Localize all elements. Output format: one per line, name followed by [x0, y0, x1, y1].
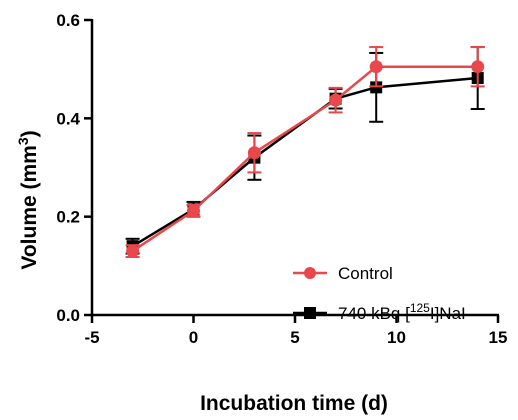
data-point [329, 93, 343, 107]
series-0 [125, 46, 485, 255]
series-layer [125, 46, 485, 258]
y-tick-label: 0.2 [56, 208, 80, 227]
series-1 [125, 46, 485, 258]
axes: 0.0 0.2 0.4 0.6 -5 0 5 10 15 [56, 11, 507, 347]
x-tick-label: -5 [84, 328, 99, 347]
x-tick-label: 15 [489, 328, 508, 347]
legend: Control 740 kBq [125I]NaI [293, 264, 466, 323]
y-axis-title-base: Volume (mm [18, 145, 41, 269]
legend-item-control: Control [293, 264, 393, 283]
y-axis-title-end: ) [18, 130, 41, 137]
x-tick-label: 0 [189, 328, 198, 347]
legend-label-treated: 740 kBq [125I]NaI [338, 301, 466, 323]
legend-marker-control [304, 267, 316, 279]
y-axis-title-sup: 3 [15, 137, 31, 145]
data-point [471, 60, 485, 74]
y-tick-label: 0.4 [56, 109, 80, 128]
data-point [369, 60, 383, 74]
y-axis-title: Volume (mm3) [15, 130, 41, 269]
legend-label-control: Control [338, 264, 393, 283]
x-tick-label: 5 [290, 328, 299, 347]
series-line [131, 76, 478, 248]
data-point [126, 244, 140, 258]
y-tick-label: 0.6 [56, 11, 80, 30]
y-tick-label: 0.0 [56, 306, 80, 325]
legend-item-treated: 740 kBq [125I]NaI [293, 301, 466, 323]
data-point [247, 146, 261, 160]
x-tick-label: 10 [387, 328, 406, 347]
series-line [131, 65, 478, 253]
legend-marker-treated [304, 307, 316, 319]
x-axis-title: Incubation time (d) [200, 392, 388, 415]
data-point [187, 204, 200, 218]
